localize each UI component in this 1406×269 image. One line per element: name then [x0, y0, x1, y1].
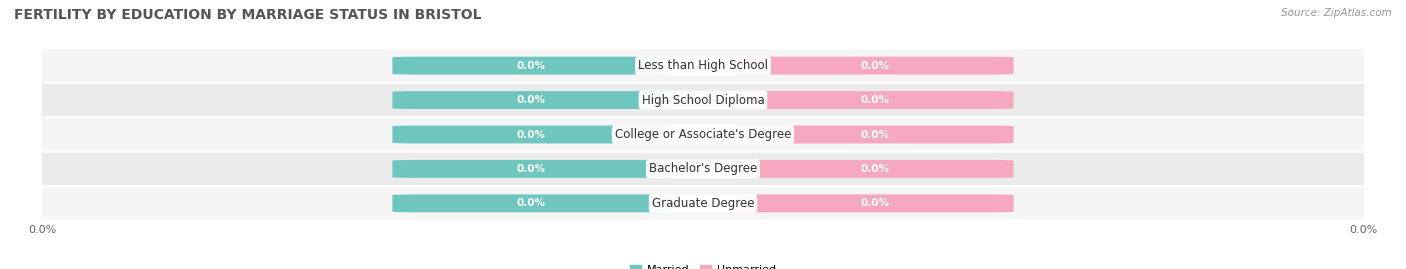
Text: 0.0%: 0.0%	[860, 95, 890, 105]
FancyBboxPatch shape	[35, 117, 1371, 152]
Text: 0.0%: 0.0%	[860, 198, 890, 208]
FancyBboxPatch shape	[35, 152, 1371, 186]
Text: Less than High School: Less than High School	[638, 59, 768, 72]
Text: 0.0%: 0.0%	[516, 95, 546, 105]
Text: 0.0%: 0.0%	[860, 129, 890, 140]
Text: Bachelor's Degree: Bachelor's Degree	[650, 162, 756, 175]
FancyBboxPatch shape	[392, 194, 669, 212]
Text: 0.0%: 0.0%	[860, 61, 890, 71]
FancyBboxPatch shape	[392, 160, 669, 178]
Text: 0.0%: 0.0%	[516, 129, 546, 140]
FancyBboxPatch shape	[737, 57, 1014, 75]
FancyBboxPatch shape	[737, 194, 1014, 212]
Text: 0.0%: 0.0%	[860, 164, 890, 174]
FancyBboxPatch shape	[737, 126, 1014, 143]
Text: 0.0%: 0.0%	[516, 61, 546, 71]
FancyBboxPatch shape	[737, 91, 1014, 109]
FancyBboxPatch shape	[737, 160, 1014, 178]
FancyBboxPatch shape	[392, 126, 669, 143]
FancyBboxPatch shape	[35, 186, 1371, 221]
Text: College or Associate's Degree: College or Associate's Degree	[614, 128, 792, 141]
Text: 0.0%: 0.0%	[516, 198, 546, 208]
FancyBboxPatch shape	[35, 83, 1371, 117]
Text: FERTILITY BY EDUCATION BY MARRIAGE STATUS IN BRISTOL: FERTILITY BY EDUCATION BY MARRIAGE STATU…	[14, 8, 482, 22]
Text: Source: ZipAtlas.com: Source: ZipAtlas.com	[1281, 8, 1392, 18]
FancyBboxPatch shape	[35, 48, 1371, 83]
Text: 0.0%: 0.0%	[516, 164, 546, 174]
FancyBboxPatch shape	[392, 91, 669, 109]
Legend: Married, Unmarried: Married, Unmarried	[630, 264, 776, 269]
Text: Graduate Degree: Graduate Degree	[652, 197, 754, 210]
FancyBboxPatch shape	[392, 57, 669, 75]
Text: High School Diploma: High School Diploma	[641, 94, 765, 107]
